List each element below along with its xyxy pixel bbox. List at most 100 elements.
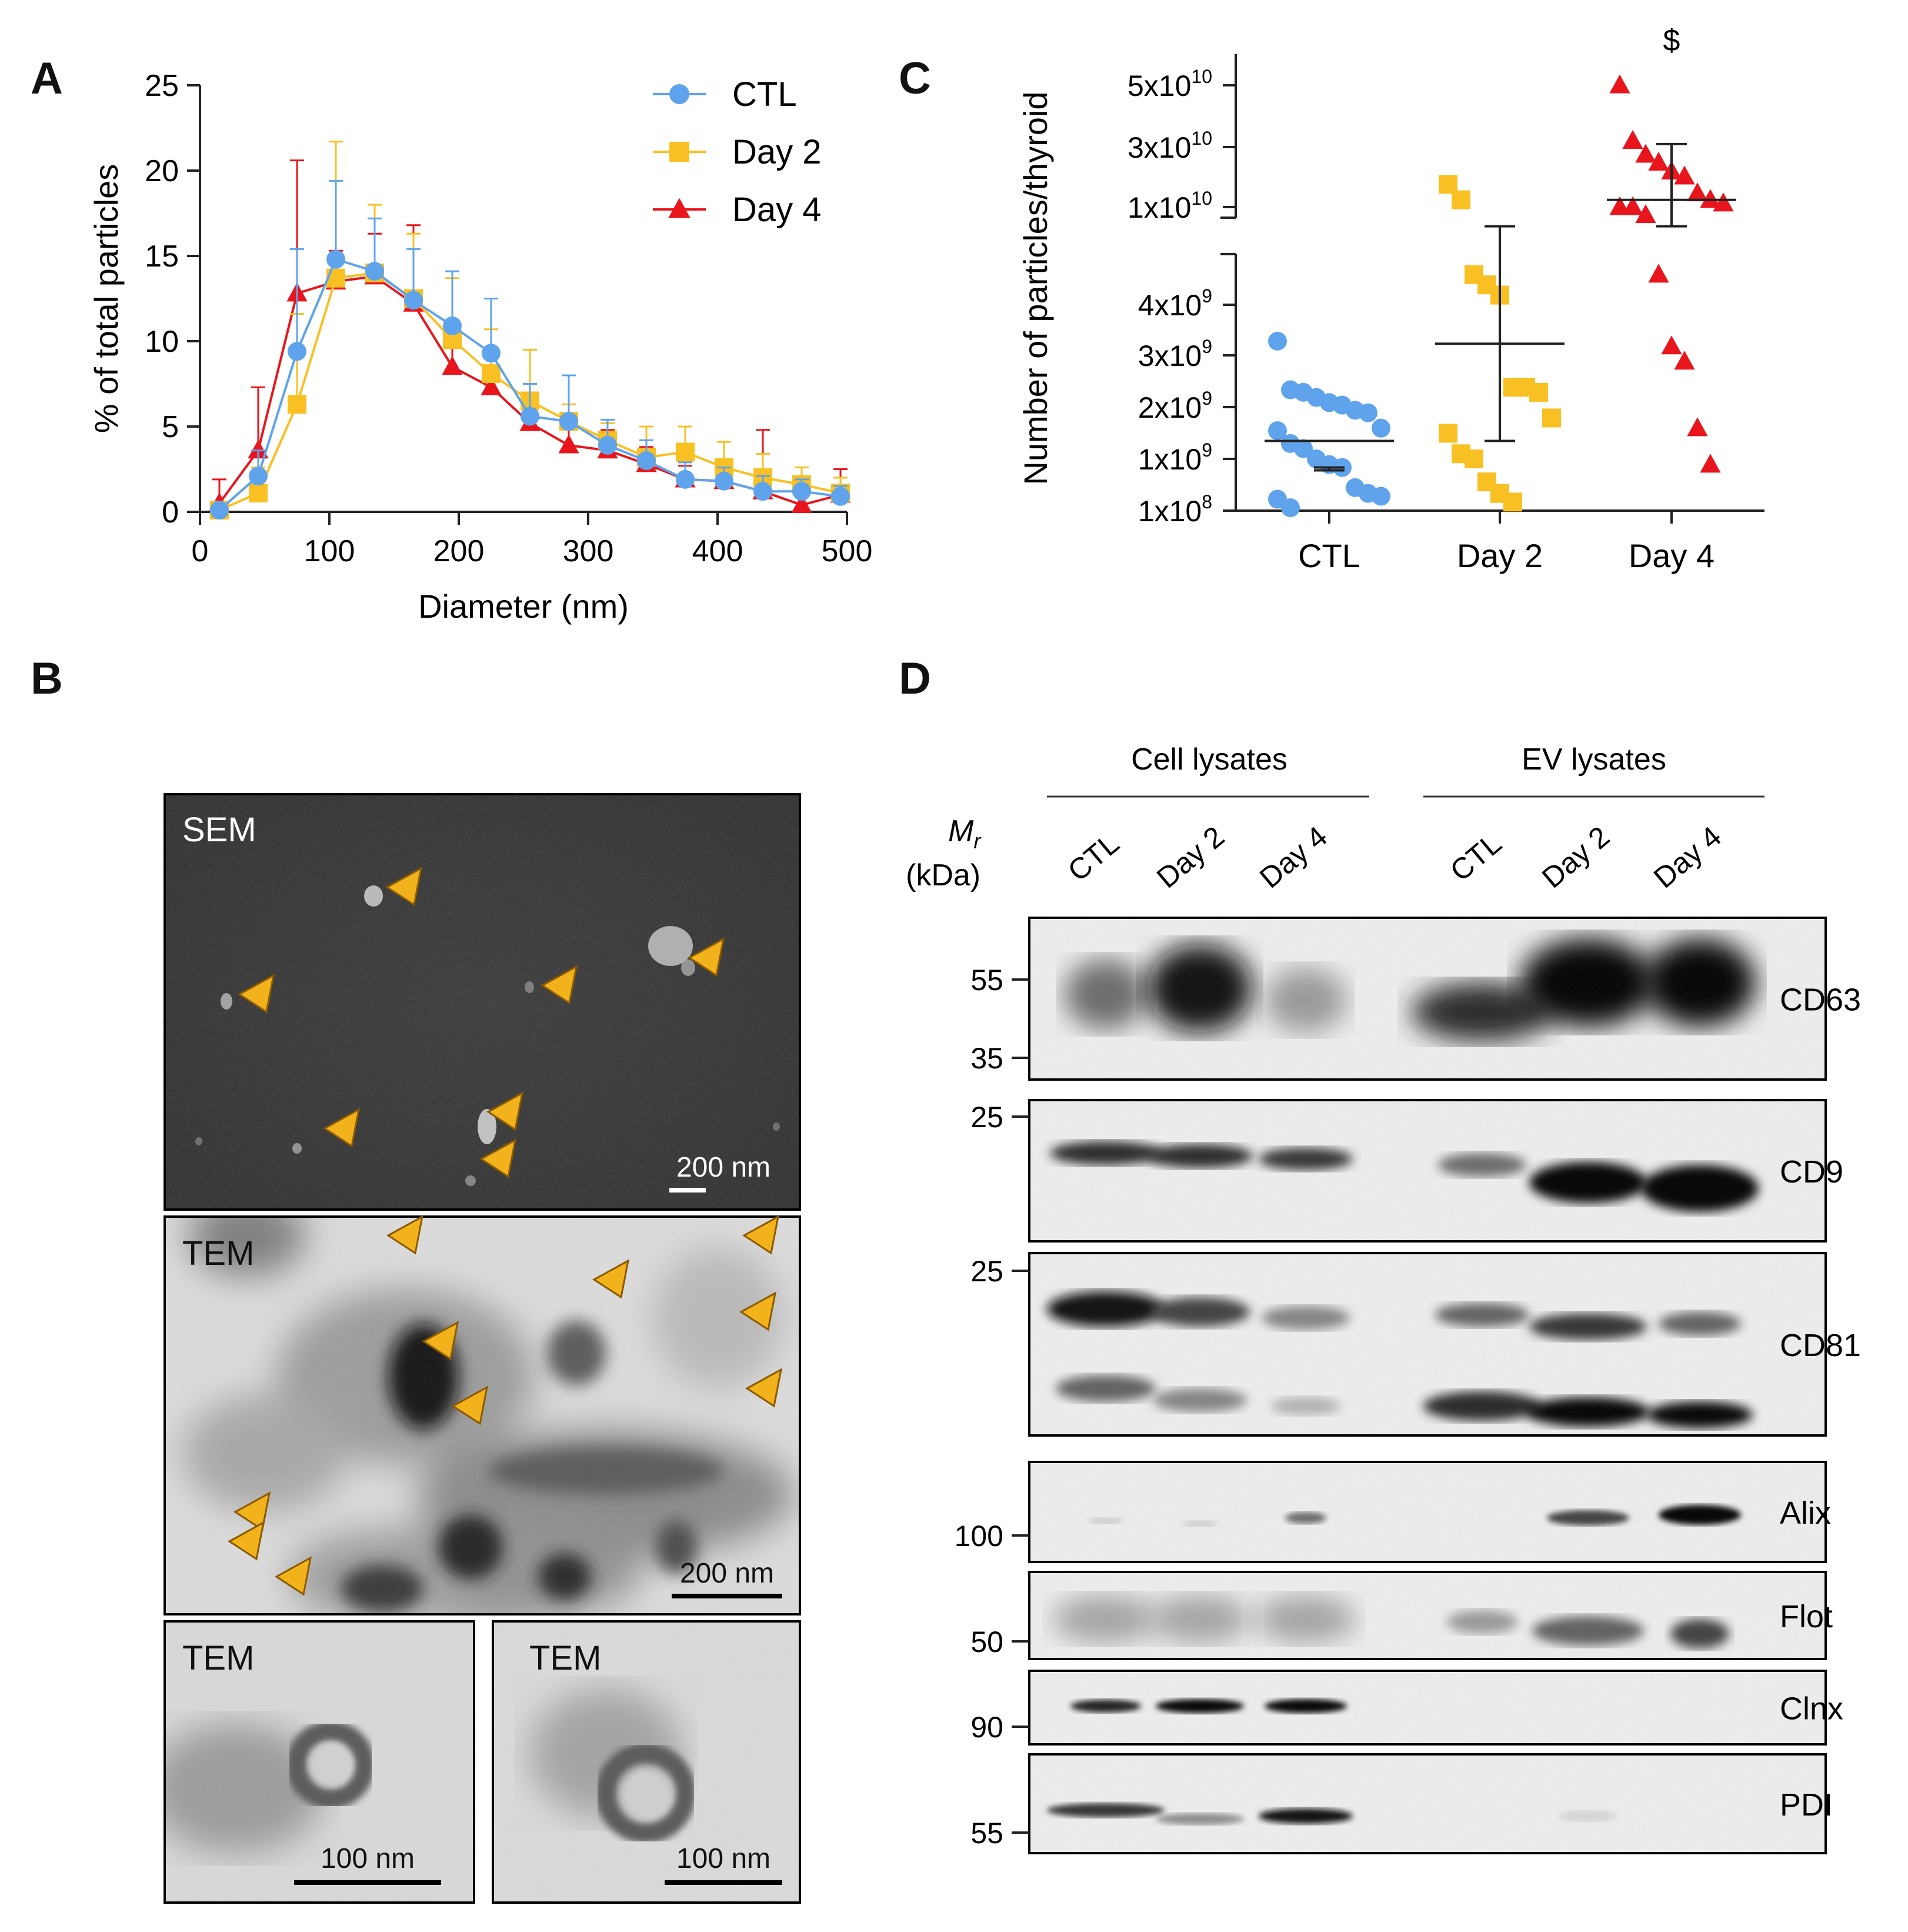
a-y-tick-label: 5 — [162, 410, 179, 444]
lane-label: Day 4 — [1253, 820, 1333, 895]
sem-label: SEM — [182, 811, 256, 849]
a-x-tick-label: 100 — [304, 534, 355, 568]
c-data-point — [1281, 498, 1300, 518]
blot-protein-label: Alix — [1780, 1495, 1831, 1531]
c-x-tick-label: CTL — [1298, 537, 1360, 574]
a-data-point — [558, 434, 579, 454]
a-y-tick-label: 20 — [145, 154, 179, 188]
tem-small-left-scale-label: 100 nm — [321, 1843, 415, 1874]
lane-label: Day 2 — [1536, 820, 1616, 895]
c-data-point — [1294, 439, 1313, 458]
arrowhead-icon — [228, 1521, 265, 1561]
c-data-point — [1674, 351, 1695, 370]
blot-frame — [1028, 917, 1827, 1081]
tem-small-left-frame — [164, 1620, 475, 1904]
tem-frame — [164, 1215, 801, 1615]
blot-protein-label: CD81 — [1780, 1328, 1861, 1363]
a-data-point — [521, 407, 539, 426]
c-y-tick-label: 3x1010 — [1128, 128, 1212, 164]
a-data-point — [442, 356, 463, 375]
a-data-point — [210, 501, 229, 520]
panel-letter-d: D — [899, 654, 931, 704]
blot-protein-label: Flot — [1780, 1599, 1833, 1634]
mw-marker-label: 100 — [955, 1520, 1003, 1553]
mw-marker-label: 55 — [970, 1817, 1003, 1850]
blot-cd63: CD63 55 35 — [970, 917, 1861, 1081]
c-data-point — [1372, 418, 1390, 438]
blot-clnx: Clnx 90 — [970, 1670, 1843, 1746]
arrowhead-icon — [688, 937, 725, 977]
arrowhead-icon — [323, 1108, 361, 1148]
a-legend-item: Day 4 — [653, 191, 822, 229]
blot-protein-label: PDI — [1780, 1787, 1833, 1823]
arrowhead-icon — [742, 1215, 780, 1255]
c-data-point — [1465, 449, 1483, 468]
arrowhead-icon — [234, 1491, 271, 1531]
a-legend-item: CTL — [653, 75, 797, 114]
a-x-tick-label: 500 — [822, 534, 873, 568]
a-y-tick-label: 10 — [145, 325, 179, 359]
c-y-tick-label: 4x109 — [1138, 285, 1212, 322]
group-ev-lysates: EV lysates — [1522, 742, 1666, 777]
arrowhead-icon — [479, 1138, 517, 1178]
arrowhead-icon — [385, 867, 423, 907]
a-x-tick-label: 300 — [563, 534, 614, 568]
blot-cd81: CD81 25 — [970, 1252, 1861, 1437]
a-data-point — [365, 262, 384, 281]
c-data-point — [1648, 264, 1669, 283]
a-data-point — [326, 249, 345, 269]
mw-marker-label: 50 — [970, 1625, 1003, 1658]
sem-frame — [164, 793, 801, 1211]
a-data-point — [676, 442, 695, 462]
tem-small-right-image — [493, 1621, 800, 1903]
blot-protein-label: CD9 — [1780, 1154, 1843, 1190]
a-data-point — [753, 482, 772, 501]
lane-label: CTL — [1444, 827, 1507, 888]
c-x-tick-label: Day 4 — [1629, 537, 1714, 574]
a-legend-item: Day 2 — [653, 133, 822, 171]
c-data-point — [1661, 335, 1682, 355]
a-legend-marker — [669, 142, 689, 162]
panel-letter-c: C — [899, 54, 931, 104]
a-data-point — [792, 482, 811, 501]
arrowhead-icon — [275, 1556, 312, 1596]
blot-frame — [1028, 1670, 1827, 1746]
mr-label: Mr — [948, 814, 982, 853]
a-data-point — [637, 451, 656, 470]
arrowhead-icon — [451, 1385, 489, 1425]
panel-b-microscopy: SEM 200 nm TEM 200 nm — [164, 793, 801, 1904]
c-data-point — [1700, 454, 1721, 473]
c-data-point — [1687, 182, 1708, 202]
a-y-axis-title: % of total particles — [88, 164, 125, 434]
c-data-point — [1674, 165, 1695, 185]
mw-marker-label: 25 — [970, 1255, 1003, 1288]
blot-frame — [1028, 1461, 1827, 1563]
panel-letter-a: A — [31, 54, 63, 104]
c-y-tick-label: 1x109 — [1138, 439, 1212, 476]
c-y-tick-label: 2x109 — [1138, 388, 1212, 424]
arrowhead-icon — [541, 965, 578, 1005]
mw-marker-label: 90 — [970, 1711, 1003, 1744]
c-data-point — [1268, 331, 1287, 351]
group-cell-lysates: Cell lysates — [1131, 742, 1287, 777]
kda-label: (kDa) — [906, 858, 980, 892]
tem-image — [165, 1217, 800, 1614]
a-data-point — [248, 439, 269, 459]
tem-small-right-scale-label: 100 nm — [676, 1843, 770, 1874]
a-y-tick-label: 25 — [145, 69, 179, 103]
c-data-point — [1635, 144, 1656, 163]
sem-image — [165, 794, 800, 1210]
blot-protein-label: Clnx — [1780, 1691, 1843, 1727]
mw-marker-label: 35 — [970, 1042, 1003, 1075]
chart-a-size-distribution: 0 5 10 15 20 25 0 100 200 300 400 500 Diameter (nm)%… — [88, 69, 873, 625]
arrowhead-icon — [739, 1291, 777, 1331]
tem-scale-label: 200 nm — [680, 1558, 774, 1589]
a-legend-marker — [668, 198, 691, 218]
sem-scale-label: 200 nm — [676, 1152, 770, 1183]
panel-d-western-blots: Cell lysates EV lysates Mr (kDa) CTL Day … — [906, 742, 1861, 1854]
tem-small-right-frame — [492, 1620, 801, 1904]
a-data-point — [443, 316, 462, 335]
blot-frame — [1028, 1571, 1827, 1660]
a-data-point — [598, 435, 617, 455]
a-data-point — [249, 484, 268, 503]
